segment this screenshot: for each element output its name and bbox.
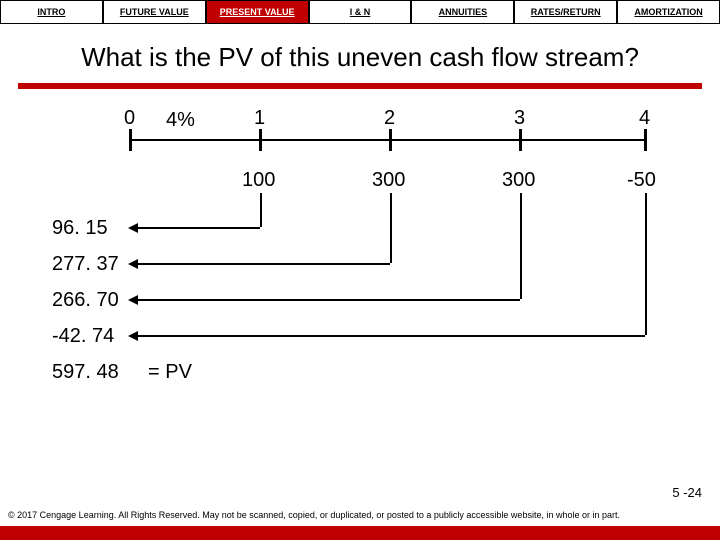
title-underline (18, 83, 702, 89)
period-0: 0 (124, 107, 135, 130)
period-1: 1 (254, 107, 265, 130)
arrow-v-1 (260, 193, 262, 227)
pv-value-2: 266. 70 (52, 289, 119, 312)
cashflow-diagram: 0 1 2 3 4 4% 100 300 300 -50 96. 15 277. 37 266. 70 -… (20, 107, 700, 427)
nav-annuities[interactable]: ANNUITIES (411, 0, 514, 24)
period-4: 4 (639, 107, 650, 130)
nav-future-value[interactable]: FUTURE VALUE (103, 0, 206, 24)
footer-bar (0, 526, 720, 540)
cashflow-2: 300 (372, 169, 405, 192)
copyright-text: © 2017 Cengage Learning. All Rights Rese… (8, 510, 712, 520)
arrowhead-1 (128, 223, 138, 233)
arrow-h-3 (138, 299, 520, 301)
arrow-v-3 (520, 193, 522, 299)
cashflow-1: 100 (242, 169, 275, 192)
arrow-v-2 (390, 193, 392, 263)
nav-intro[interactable]: INTRO (0, 0, 103, 24)
nav-amortization[interactable]: AMORTIZATION (617, 0, 720, 24)
period-3: 3 (514, 107, 525, 130)
period-2: 2 (384, 107, 395, 130)
nav-i-n[interactable]: I & N (309, 0, 412, 24)
nav-rates-return[interactable]: RATES/RETURN (514, 0, 617, 24)
rate-label: 4% (166, 109, 195, 132)
cashflow-4: -50 (627, 169, 656, 192)
slide-title: What is the PV of this uneven cash flow … (0, 42, 720, 73)
pv-equals: = PV (148, 361, 192, 384)
slide-number: 5 -24 (672, 485, 702, 500)
arrow-v-4 (645, 193, 647, 335)
timeline (130, 139, 645, 141)
arrowhead-4 (128, 331, 138, 341)
arrowhead-3 (128, 295, 138, 305)
arrowhead-2 (128, 259, 138, 269)
pv-value-1: 277. 37 (52, 253, 119, 276)
pv-value-4: 597. 48 (52, 361, 119, 384)
arrow-h-4 (138, 335, 645, 337)
pv-value-3: -42. 74 (52, 325, 114, 348)
arrow-h-2 (138, 263, 390, 265)
pv-value-0: 96. 15 (52, 217, 108, 240)
navbar: INTROFUTURE VALUEPRESENT VALUEI & NANNUI… (0, 0, 720, 24)
arrow-h-1 (138, 227, 260, 229)
nav-present-value[interactable]: PRESENT VALUE (206, 0, 309, 24)
cashflow-3: 300 (502, 169, 535, 192)
